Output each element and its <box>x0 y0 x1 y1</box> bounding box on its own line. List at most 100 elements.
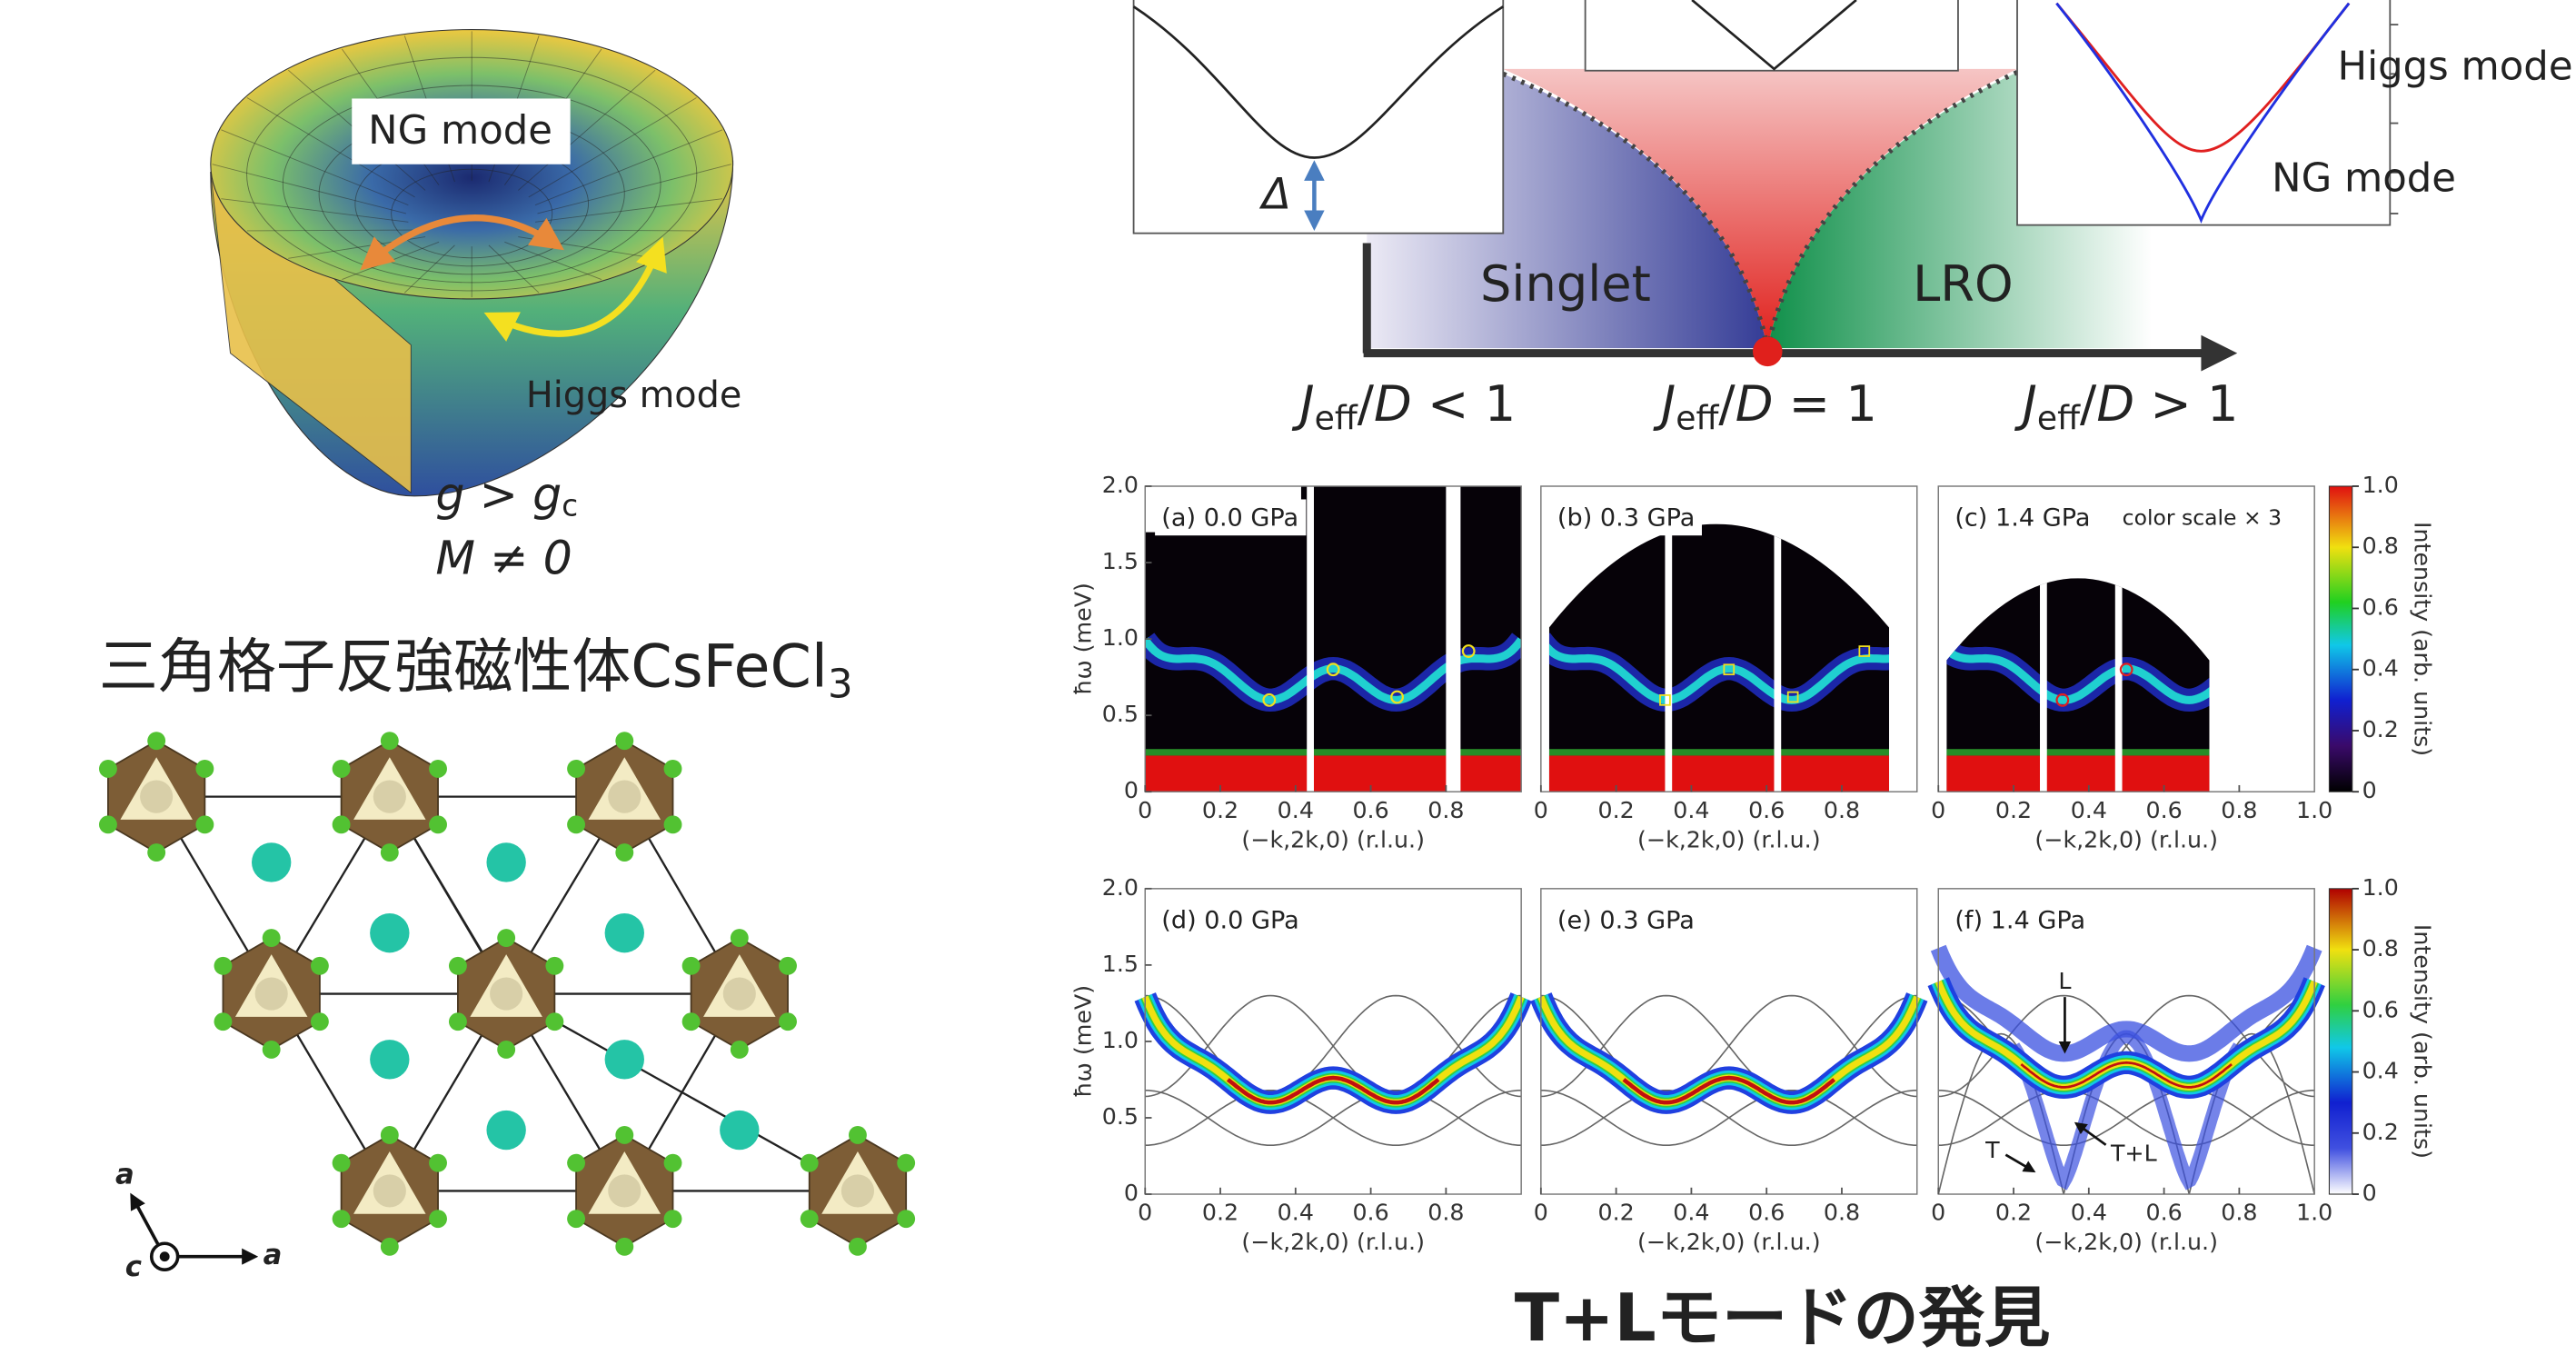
cl-atom <box>731 929 749 947</box>
panel-note: color scale × 3 <box>2123 505 2282 531</box>
colorbar-tick-label: 0.2 <box>2362 716 2399 742</box>
condition-part: g > g <box>435 467 562 521</box>
x-tick-label: 0.2 <box>1995 797 2032 823</box>
fe-atom <box>841 1174 874 1207</box>
phase-x-label-part: / <box>2080 375 2097 433</box>
page: Figure html, body { margin: 0; padding: … <box>0 0 2576 1365</box>
fe-atom <box>373 1174 406 1207</box>
x-tick-label: 0.8 <box>1824 1200 1860 1226</box>
cl-atom <box>567 1154 585 1172</box>
axis-label: a <box>115 1159 134 1191</box>
x-axis-label: (−k,2k,0) (r.l.u.) <box>1241 826 1425 852</box>
phase-x-label: Jeff/D > 1 <box>2014 375 2239 438</box>
colorbar <box>2329 889 2352 1194</box>
x-tick-label: 0.2 <box>1202 1200 1238 1226</box>
cl-atom <box>779 957 797 975</box>
cl-atom <box>545 957 563 975</box>
cl-atom <box>849 1126 867 1144</box>
x-axis-label: (−k,2k,0) (r.l.u.) <box>1637 1229 1821 1255</box>
phase-x-label-part: eff <box>1676 399 1719 438</box>
cl-atom <box>333 1210 351 1228</box>
axis-label: c <box>125 1250 142 1283</box>
x-axis-label: (−k,2k,0) (r.l.u.) <box>1637 826 1821 852</box>
cl-atom <box>449 1012 467 1031</box>
cs-atom <box>605 913 644 952</box>
cl-atom <box>615 1126 633 1144</box>
cl-atom <box>545 1012 563 1031</box>
x-tick-label: 0.6 <box>2145 797 2182 823</box>
cl-atom <box>567 815 585 833</box>
colorbar-tick-label: 0.6 <box>2362 996 2399 1022</box>
x-tick-label: 0 <box>1931 1200 1945 1226</box>
cl-atom <box>897 1154 915 1172</box>
x-tick-label: 0.4 <box>2071 1200 2107 1226</box>
x-axis-label: (−k,2k,0) (r.l.u.) <box>2034 1229 2218 1255</box>
cl-atom <box>497 1041 515 1059</box>
x-tick-label: 1.0 <box>2296 1200 2332 1226</box>
cl-atom <box>731 1041 749 1059</box>
colorbar-tick-label: 0.8 <box>2362 533 2399 559</box>
panel-label: (b) 0.3 GPa <box>1557 504 1695 533</box>
fe-atom <box>608 781 641 813</box>
cl-atom <box>381 1238 399 1256</box>
elastic-band <box>1541 755 1917 792</box>
cl-atom <box>664 760 682 778</box>
mask-stripe <box>1446 486 1460 792</box>
fe-atom <box>140 781 173 813</box>
y-tick-label: 0.5 <box>1102 1103 1139 1130</box>
x-tick-label: 0.2 <box>1598 797 1635 823</box>
x-tick-label: 0.8 <box>1824 797 1860 823</box>
annotation: T <box>1984 1137 2000 1163</box>
condition: M ≠ 0 <box>435 532 572 585</box>
x-tick-label: 0.4 <box>1673 1200 1709 1226</box>
cl-atom <box>429 1210 447 1228</box>
singlet-label: Singlet <box>1480 255 1651 313</box>
cl-atom <box>567 760 585 778</box>
phase-x-label-part: > 1 <box>2134 375 2238 433</box>
x-tick-label: 0.6 <box>1352 797 1388 823</box>
cl-atom <box>333 815 351 833</box>
mask-stripe <box>1307 486 1314 792</box>
condition: g > gc <box>435 467 578 523</box>
x-tick-label: 0.8 <box>2221 797 2257 823</box>
annotation: T+L <box>2110 1141 2157 1167</box>
cl-atom <box>333 760 351 778</box>
cs-atom <box>252 842 291 882</box>
panel-label: (e) 0.3 GPa <box>1557 906 1695 934</box>
cs-atom <box>486 1111 525 1150</box>
x-tick-label: 0.4 <box>1278 1200 1314 1226</box>
colorbar-tick-label: 1.0 <box>2362 472 2399 498</box>
axis-c-dot <box>160 1251 170 1261</box>
cl-atom <box>849 1238 867 1256</box>
cl-atom <box>664 815 682 833</box>
cl-atom <box>664 1154 682 1172</box>
axis-label: a <box>264 1239 283 1271</box>
ng-legend: NG mode <box>2272 155 2456 201</box>
elastic-edge <box>1541 749 1917 755</box>
cl-atom <box>311 957 329 975</box>
elastic-band <box>1145 755 1521 792</box>
material-title-part: 3 <box>828 662 853 707</box>
phase-x-label-part: < 1 <box>1412 375 1516 433</box>
phase-x-label-part: J <box>1292 375 1315 433</box>
panel-label: (c) 1.4 GPa <box>1954 504 2090 533</box>
x-tick-label: 1.0 <box>2296 797 2332 823</box>
x-tick-label: 0.4 <box>1673 797 1709 823</box>
cl-atom <box>682 1012 701 1031</box>
y-tick-label: 0 <box>1124 1180 1139 1206</box>
x-tick-label: 0.4 <box>2071 797 2107 823</box>
phase-x-label-part: / <box>1358 375 1375 433</box>
higgs-legend: Higgs mode <box>2337 44 2572 89</box>
colorbar-tick-label: 0 <box>2362 1180 2377 1206</box>
caption: T+Lモードの発見 <box>1515 1280 2051 1357</box>
cl-atom <box>897 1210 915 1228</box>
ng-mode-label: NG mode <box>368 108 552 154</box>
cl-atom <box>801 1154 819 1172</box>
cl-atom <box>429 760 447 778</box>
colorbar-tick-label: 0.4 <box>2362 655 2399 682</box>
annotation: L <box>2058 968 2071 994</box>
critical-point <box>1753 337 1783 367</box>
cl-atom <box>429 815 447 833</box>
cl-atom <box>147 843 165 862</box>
colorbar-label: Intensity (arb. units) <box>2410 924 2436 1159</box>
